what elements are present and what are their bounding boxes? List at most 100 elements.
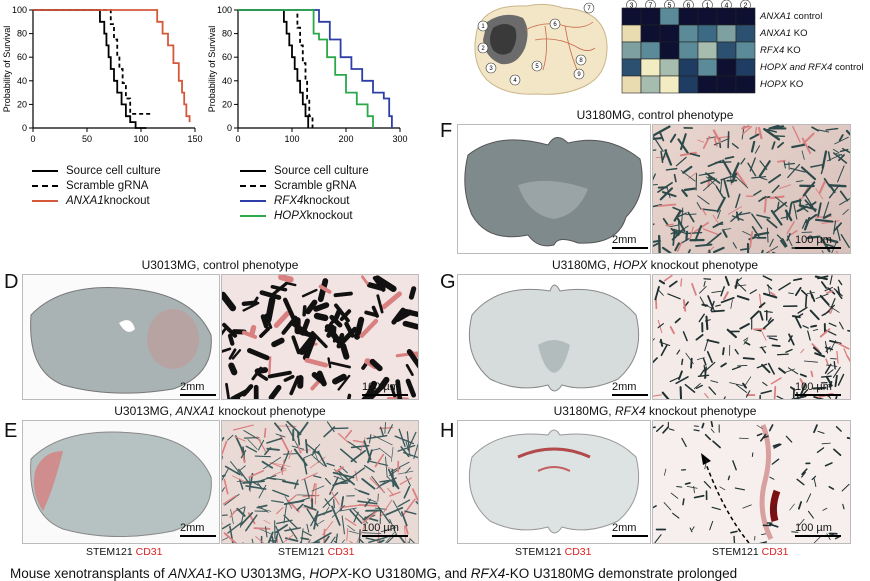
cell-stroke bbox=[739, 438, 748, 439]
cell-stroke bbox=[670, 281, 677, 286]
cell-stroke bbox=[391, 462, 409, 471]
cell-stroke bbox=[303, 290, 316, 296]
cell-stroke bbox=[778, 143, 783, 147]
heatmap-cell bbox=[717, 8, 736, 25]
cell-stroke bbox=[772, 186, 778, 193]
cell-stroke bbox=[836, 427, 841, 431]
cell-stroke bbox=[275, 423, 281, 430]
heatmap-row-gene: HOPX and RFX4 bbox=[760, 62, 832, 73]
cell-stroke bbox=[347, 528, 348, 540]
cell-stroke bbox=[223, 524, 231, 528]
heatmap-row-label: ANXA1 control bbox=[760, 8, 870, 25]
heatmap-cell bbox=[660, 76, 679, 93]
cell-stroke bbox=[813, 329, 818, 330]
cell-stroke bbox=[222, 538, 228, 543]
cell-stroke bbox=[765, 197, 766, 212]
panel-h-title-pre: U3180MG, bbox=[554, 404, 615, 418]
panel-h-letter: H bbox=[440, 420, 454, 443]
cell-stroke bbox=[766, 247, 778, 253]
cell-stroke bbox=[802, 290, 807, 295]
cell-stroke bbox=[794, 204, 797, 219]
cell-stroke bbox=[738, 296, 749, 299]
cell-stroke bbox=[301, 542, 319, 543]
cell-stroke bbox=[329, 358, 331, 367]
cell-stroke bbox=[228, 435, 233, 440]
cell-stroke bbox=[767, 285, 771, 289]
cell-stroke bbox=[222, 488, 224, 502]
cell-stroke bbox=[829, 487, 833, 489]
cell-stroke bbox=[838, 343, 849, 348]
cell-stroke bbox=[752, 177, 766, 178]
y-tick-label: 100 bbox=[12, 5, 27, 15]
cell-stroke bbox=[384, 294, 400, 307]
cell-stroke bbox=[711, 381, 718, 383]
cell-stroke bbox=[794, 279, 802, 280]
cell-stroke bbox=[416, 502, 418, 515]
heatmap-cell bbox=[641, 25, 660, 42]
panel-d-scale-low-label: 2mm bbox=[180, 381, 204, 393]
cell-stroke bbox=[721, 363, 726, 366]
cell-stroke bbox=[822, 282, 826, 288]
cell-stroke bbox=[334, 328, 335, 342]
cell-stroke bbox=[761, 347, 765, 352]
cell-stroke bbox=[841, 191, 848, 200]
cell-stroke bbox=[779, 368, 785, 372]
cell-stroke bbox=[779, 185, 790, 189]
cell-stroke bbox=[252, 539, 254, 543]
y-tick-label: 40 bbox=[222, 76, 232, 86]
stain-b: CD31 bbox=[136, 546, 163, 558]
cell-stroke bbox=[270, 373, 290, 377]
cell-stroke bbox=[786, 349, 792, 352]
cell-stroke bbox=[796, 318, 801, 328]
cell-stroke bbox=[683, 167, 691, 173]
cell-stroke bbox=[355, 489, 362, 492]
y-tick-label: 0 bbox=[227, 123, 232, 133]
cell-stroke bbox=[317, 316, 325, 318]
heatmap-cell bbox=[679, 42, 698, 59]
heatmap-row-label: HOPX and RFX4 control bbox=[760, 59, 870, 76]
cell-stroke bbox=[408, 538, 410, 543]
cell-stroke bbox=[388, 488, 394, 495]
stain-a: STEM121 bbox=[86, 546, 133, 558]
cell-stroke bbox=[413, 489, 418, 508]
legend-text: Scramble gRNA bbox=[66, 180, 148, 192]
cell-stroke bbox=[770, 477, 774, 479]
heatmap-cell bbox=[660, 59, 679, 76]
cell-stroke bbox=[360, 505, 379, 506]
cell-stroke bbox=[713, 441, 720, 447]
cell-stroke bbox=[692, 284, 696, 295]
cell-stroke bbox=[798, 307, 807, 313]
legend-swatch bbox=[32, 185, 58, 187]
cell-stroke bbox=[720, 487, 725, 490]
cell-stroke bbox=[261, 329, 268, 336]
cell-stroke bbox=[314, 476, 321, 478]
legend-text: Scramble gRNA bbox=[274, 180, 356, 192]
cell-stroke bbox=[653, 174, 655, 190]
cell-stroke bbox=[748, 163, 756, 176]
cell-stroke bbox=[763, 276, 771, 280]
stain-a: STEM121 bbox=[278, 546, 325, 558]
cell-stroke bbox=[297, 542, 301, 543]
cell-stroke bbox=[725, 157, 733, 159]
cell-stroke bbox=[259, 374, 267, 379]
y-tick-label: 80 bbox=[222, 29, 232, 39]
cell-stroke bbox=[752, 453, 753, 457]
cell-stroke bbox=[774, 203, 786, 213]
cell-stroke bbox=[821, 296, 829, 305]
cell-stroke bbox=[820, 182, 825, 193]
x-tick-label: 300 bbox=[392, 134, 407, 144]
stain-b: CD31 bbox=[565, 546, 592, 558]
cell-stroke bbox=[760, 312, 762, 320]
cell-stroke bbox=[347, 395, 349, 399]
panel-h-title-post: knockout phenotype bbox=[646, 404, 757, 418]
cell-stroke bbox=[231, 366, 234, 373]
cell-stroke bbox=[826, 129, 837, 130]
cell-stroke bbox=[759, 197, 766, 201]
caption-gene: ANXA1 bbox=[168, 566, 212, 581]
caption-part: -KO U3013MG, bbox=[213, 566, 310, 581]
cell-stroke bbox=[757, 215, 770, 218]
legend-entry: Source cell culture bbox=[240, 163, 420, 178]
legend-entry: Scramble gRNA bbox=[32, 178, 212, 193]
cell-stroke bbox=[833, 149, 839, 152]
